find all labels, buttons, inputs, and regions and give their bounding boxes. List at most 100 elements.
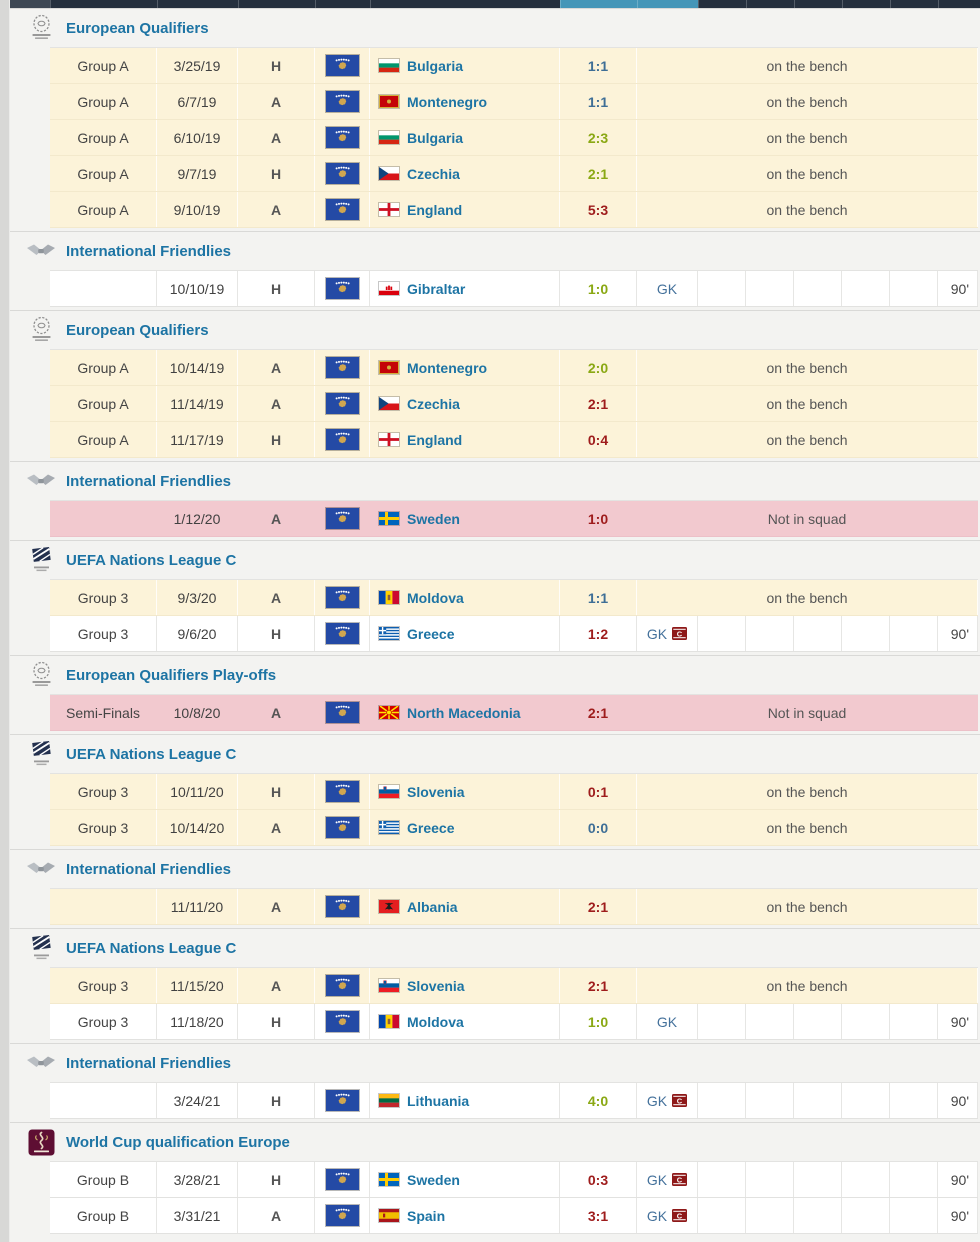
competition-sections: European Qualifiers Group A 3/25/19 H Bulga… bbox=[10, 8, 980, 1237]
opponent-cell: Greece bbox=[370, 810, 560, 845]
opponent-link[interactable]: Moldova bbox=[407, 1013, 464, 1030]
match-row: Group 3 10/14/20 A Greece 0:0 on the bench bbox=[50, 810, 978, 846]
matchday-cell: Group 3 bbox=[50, 616, 157, 651]
competition-header: International Friendlies bbox=[10, 232, 980, 270]
result-cell: 2:3 bbox=[560, 120, 637, 155]
competition-section: European Qualifiers Group A 10/14/19 A Mont… bbox=[10, 310, 980, 461]
opponent-link[interactable]: Slovenia bbox=[407, 783, 465, 800]
competition-title-link[interactable]: European Qualifiers Play-offs bbox=[66, 666, 277, 684]
match-row: Group A 9/7/19 H Czechia 2:1 on the bench bbox=[50, 156, 978, 192]
competition-title-link[interactable]: UEFA Nations League C bbox=[66, 551, 237, 569]
uefa-nations-league-icon bbox=[23, 546, 59, 574]
kosovo-flag-icon bbox=[325, 429, 359, 450]
opponent-cell: Montenegro bbox=[370, 84, 560, 119]
date-cell: 9/10/19 bbox=[157, 192, 238, 227]
opponent-link[interactable]: Czechia bbox=[407, 395, 460, 412]
czechia-flag-icon bbox=[379, 167, 399, 180]
competition-title-link[interactable]: European Qualifiers bbox=[66, 321, 209, 339]
slovenia-flag-icon bbox=[379, 979, 399, 992]
competition-title-link[interactable]: World Cup qualification Europe bbox=[66, 1133, 290, 1151]
result-cell: 0:3 bbox=[560, 1162, 637, 1197]
venue-cell: A bbox=[270, 704, 282, 721]
opponent-link[interactable]: Greece bbox=[407, 819, 455, 836]
spain-flag-icon bbox=[379, 1209, 399, 1222]
european-qualifiers-icon bbox=[23, 661, 59, 689]
position-label: GK bbox=[646, 1092, 668, 1109]
captain-icon: C bbox=[672, 1209, 688, 1222]
match-rows: Group 3 11/15/20 A Slovenia 2:1 on the bench G… bbox=[50, 967, 978, 1040]
date-cell: 11/18/20 bbox=[157, 1004, 238, 1039]
result-cell: 2:0 bbox=[560, 350, 637, 385]
opponent-link[interactable]: Greece bbox=[407, 625, 455, 642]
minutes-cell: 90' bbox=[938, 616, 978, 651]
column-header-row[interactable] bbox=[10, 0, 980, 8]
stat-cell-empty bbox=[890, 616, 938, 651]
minutes-cell: 90' bbox=[938, 1004, 978, 1039]
opponent-link[interactable]: Sweden bbox=[407, 510, 460, 527]
kosovo-flag-icon bbox=[325, 896, 359, 917]
result-cell: 1:1 bbox=[560, 48, 637, 83]
england-flag-icon bbox=[379, 433, 399, 446]
first-column-header-segment bbox=[10, 0, 50, 8]
competition-title-link[interactable]: International Friendlies bbox=[66, 242, 232, 260]
opponent-cell: Bulgaria bbox=[370, 120, 560, 155]
result-cell: 4:0 bbox=[560, 1083, 637, 1118]
kosovo-flag-icon bbox=[325, 975, 359, 996]
match-row: Group 3 9/3/20 A Moldova 1:1 on the bench bbox=[50, 580, 978, 616]
stat-cell-empty bbox=[746, 1162, 794, 1197]
stat-cell-empty bbox=[698, 1162, 746, 1197]
svg-text:C: C bbox=[677, 1211, 683, 1220]
result-score: 0:1 bbox=[587, 783, 609, 800]
team-flag-cell bbox=[315, 48, 370, 83]
kosovo-flag-icon bbox=[325, 163, 359, 184]
opponent-link[interactable]: Montenegro bbox=[407, 359, 488, 376]
opponent-link[interactable]: England bbox=[407, 201, 463, 218]
competition-section: International Friendlies 11/11/20 A Albani… bbox=[10, 849, 980, 928]
bench-status-cell: on the bench bbox=[637, 580, 978, 615]
kosovo-flag-icon bbox=[325, 817, 359, 838]
position-label: GK bbox=[646, 1171, 668, 1188]
position-cell: GK bbox=[637, 271, 698, 306]
competition-title-link[interactable]: International Friendlies bbox=[66, 472, 232, 490]
opponent-cell: Montenegro bbox=[370, 350, 560, 385]
kosovo-flag-icon bbox=[325, 357, 359, 378]
opponent-link[interactable]: Albania bbox=[407, 898, 458, 915]
opponent-link[interactable]: Montenegro bbox=[407, 93, 488, 110]
competition-title-link[interactable]: European Qualifiers bbox=[66, 19, 209, 37]
kosovo-flag-icon bbox=[325, 781, 359, 802]
matchday-cell: Group A bbox=[50, 386, 157, 421]
not-in-squad-status-cell: Not in squad bbox=[767, 704, 847, 721]
competition-title-link[interactable]: International Friendlies bbox=[66, 1054, 232, 1072]
match-row: Group 3 9/6/20 H Greece 1:2 GK C 90' bbox=[50, 616, 978, 652]
competition-title-link[interactable]: UEFA Nations League C bbox=[66, 745, 237, 763]
competition-header: International Friendlies bbox=[10, 1044, 980, 1082]
result-score: 2:1 bbox=[587, 977, 609, 994]
team-flag-cell bbox=[315, 1004, 370, 1039]
opponent-link[interactable]: England bbox=[407, 431, 463, 448]
albania-flag-icon bbox=[379, 900, 399, 913]
bench-status-cell: on the bench bbox=[637, 968, 978, 1003]
opponent-link[interactable]: Sweden bbox=[407, 1171, 460, 1188]
opponent-link[interactable]: Bulgaria bbox=[407, 57, 464, 74]
stat-cell-empty bbox=[842, 1004, 890, 1039]
opponent-link[interactable]: Spain bbox=[407, 1207, 446, 1224]
result-score: 0:3 bbox=[587, 1171, 609, 1188]
match-row: Semi-Finals 10/8/20 A North Macedonia 2:1 Not… bbox=[50, 695, 978, 731]
opponent-link[interactable]: Czechia bbox=[407, 165, 460, 182]
opponent-link[interactable]: Gibraltar bbox=[407, 280, 466, 297]
matchday-cell: Semi-Finals bbox=[66, 704, 140, 721]
match-row: Group B 3/28/21 H Sweden 0:3 GK C 90' bbox=[50, 1162, 978, 1198]
opponent-link[interactable]: Moldova bbox=[407, 589, 464, 606]
kosovo-flag-icon bbox=[325, 393, 359, 414]
matchday-cell: Group 3 bbox=[50, 968, 157, 1003]
opponent-link[interactable]: Lithuania bbox=[407, 1092, 470, 1109]
opponent-link[interactable]: North Macedonia bbox=[407, 704, 521, 721]
opponent-link[interactable]: Slovenia bbox=[407, 977, 465, 994]
stat-cell-empty bbox=[794, 1162, 842, 1197]
competition-title-link[interactable]: UEFA Nations League C bbox=[66, 939, 237, 957]
competition-title-link[interactable]: International Friendlies bbox=[66, 860, 232, 878]
bench-status-cell: on the bench bbox=[637, 810, 978, 845]
opponent-cell: Slovenia bbox=[370, 968, 560, 1003]
competition-header: International Friendlies bbox=[10, 462, 980, 500]
opponent-link[interactable]: Bulgaria bbox=[407, 129, 464, 146]
